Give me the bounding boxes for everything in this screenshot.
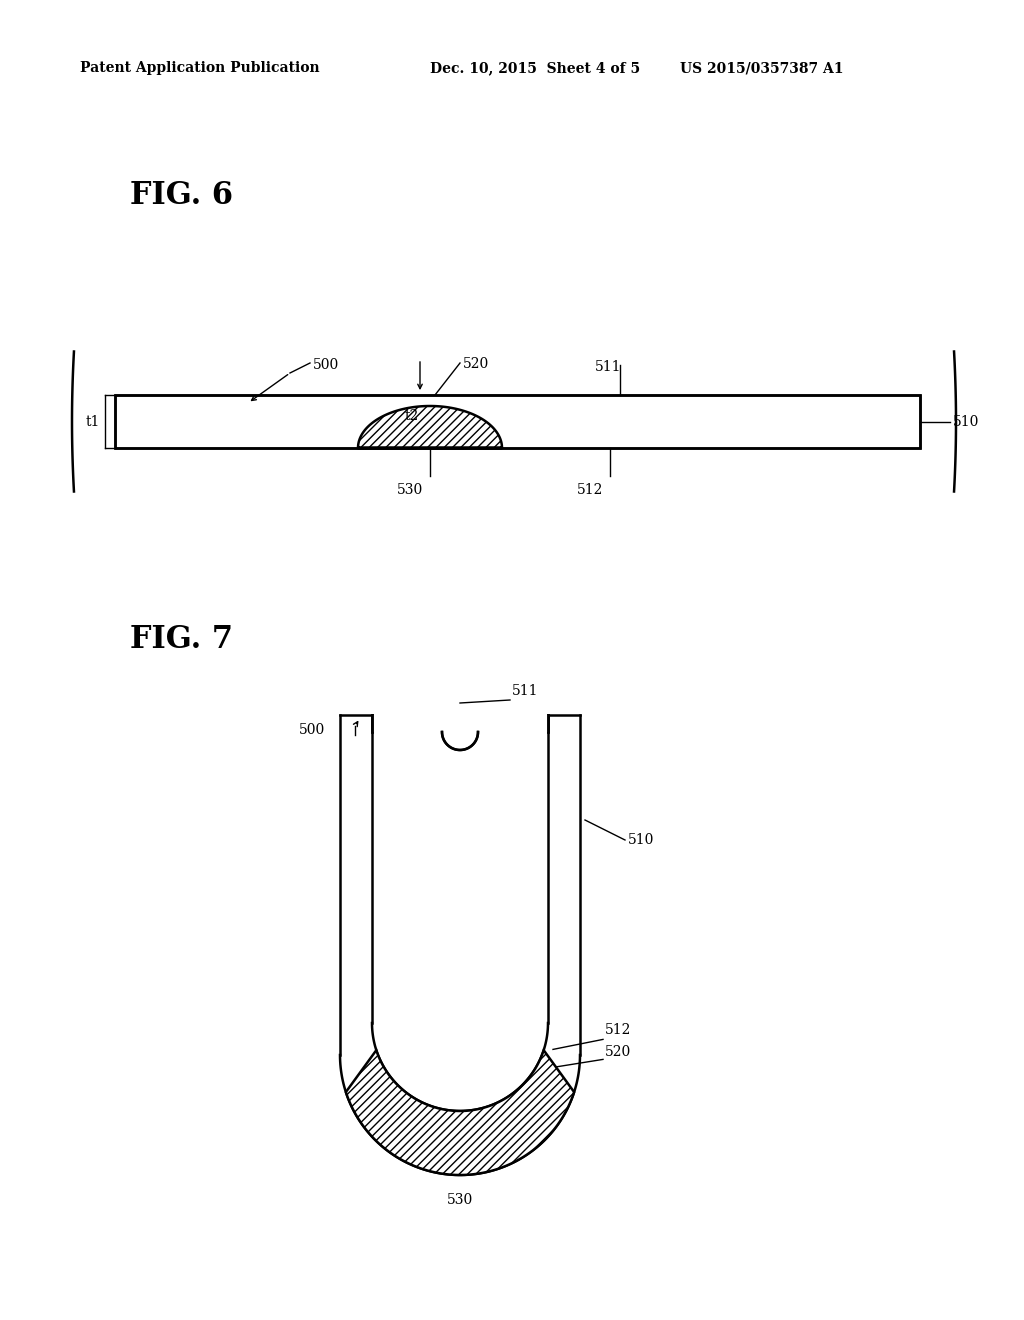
Text: 520: 520 [605, 1045, 631, 1060]
Text: 510: 510 [628, 833, 654, 847]
Text: t2: t2 [404, 409, 419, 422]
Text: 510: 510 [953, 414, 979, 429]
Text: t1: t1 [86, 414, 100, 429]
Polygon shape [358, 407, 502, 447]
Text: 512: 512 [577, 483, 603, 498]
Text: 520: 520 [463, 356, 489, 371]
Text: 500: 500 [313, 358, 339, 372]
Text: 511: 511 [512, 684, 539, 698]
Polygon shape [340, 715, 580, 1175]
Text: 512: 512 [605, 1023, 632, 1038]
Text: 530: 530 [397, 483, 423, 498]
Bar [115, 395, 920, 447]
Text: 500: 500 [299, 723, 325, 737]
Text: US 2015/0357387 A1: US 2015/0357387 A1 [680, 61, 844, 75]
Text: Patent Application Publication: Patent Application Publication [80, 61, 319, 75]
Polygon shape [372, 715, 548, 750]
Polygon shape [346, 1051, 574, 1175]
Bar [115, 395, 920, 447]
Text: Dec. 10, 2015  Sheet 4 of 5: Dec. 10, 2015 Sheet 4 of 5 [430, 61, 640, 75]
Text: 511: 511 [595, 360, 622, 374]
Text: FIG. 7: FIG. 7 [130, 624, 233, 656]
Text: FIG. 6: FIG. 6 [130, 180, 233, 210]
Text: 530: 530 [446, 1193, 473, 1206]
